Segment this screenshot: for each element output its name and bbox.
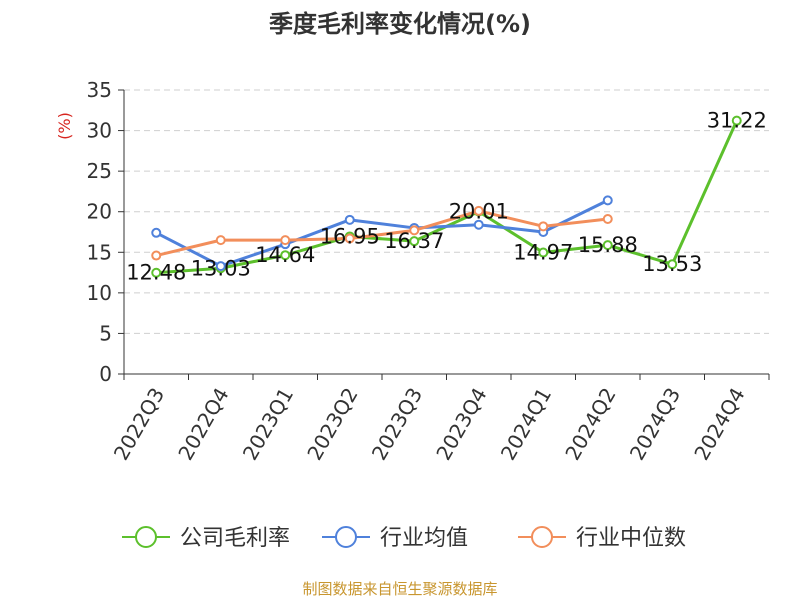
data-label: 16.37 <box>384 229 444 253</box>
data-point[interactable] <box>473 205 484 216</box>
y-tick-label: 25 <box>87 159 112 183</box>
legend-marker <box>335 526 357 548</box>
data-point[interactable] <box>602 195 613 206</box>
data-point[interactable] <box>409 236 420 247</box>
x-tick-label: 2023Q4 <box>431 384 491 465</box>
y-tick-label: 5 <box>99 321 112 345</box>
legend-marker <box>135 526 157 548</box>
data-point[interactable] <box>602 214 613 225</box>
legend-label: 行业中位数 <box>576 526 686 551</box>
y-tick-label: 35 <box>87 78 112 102</box>
data-point[interactable] <box>215 235 226 246</box>
data-point[interactable] <box>538 247 549 258</box>
source-note: 制图数据来自恒生聚源数据库 <box>302 580 498 598</box>
data-point[interactable] <box>344 214 355 225</box>
data-label: 20.01 <box>449 200 509 224</box>
x-tick-label: 2022Q3 <box>109 384 169 465</box>
legend-item-2[interactable]: 行业中位数 <box>518 526 686 551</box>
y-tick-label: 10 <box>87 281 112 305</box>
x-tick-label: 2023Q2 <box>302 384 362 465</box>
x-tick-label: 2024Q4 <box>689 384 749 465</box>
data-label: 31.22 <box>707 109 767 133</box>
data-point[interactable] <box>151 227 162 238</box>
data-point[interactable] <box>280 235 291 246</box>
data-label: 13.03 <box>191 256 251 280</box>
data-point[interactable] <box>731 115 742 126</box>
data-point[interactable] <box>151 250 162 261</box>
data-label: 12.48 <box>126 261 186 285</box>
legend[interactable]: 公司毛利率 行业均值 行业中位数 <box>122 526 686 551</box>
data-label: 14.97 <box>513 241 573 265</box>
series-line-2 <box>155 209 608 257</box>
x-tick-label: 2024Q1 <box>496 384 556 465</box>
series-line-1 <box>155 199 609 268</box>
data-label: 15.88 <box>578 233 638 257</box>
x-tick-label: 2024Q2 <box>560 384 620 465</box>
x-tick-label: 2022Q4 <box>173 384 233 465</box>
data-point[interactable] <box>215 261 226 272</box>
x-tick-label: 2023Q1 <box>238 384 298 465</box>
data-label: 16.95 <box>320 224 380 248</box>
data-point[interactable] <box>538 221 549 232</box>
data-label: 13.53 <box>642 252 702 276</box>
data-point[interactable] <box>602 240 613 251</box>
legend-marker <box>531 526 553 548</box>
legend-label: 行业均值 <box>380 526 468 551</box>
y-tick-label: 0 <box>99 362 112 386</box>
data-point[interactable] <box>280 250 291 261</box>
y-tick-label: 30 <box>87 119 112 143</box>
x-tick-label: 2024Q3 <box>625 384 685 465</box>
legend-item-0[interactable]: 公司毛利率 <box>122 526 290 551</box>
grid-lines <box>124 89 769 334</box>
data-point[interactable] <box>151 267 162 278</box>
x-tick-label: 2023Q3 <box>367 384 427 465</box>
chart-title: 季度毛利率变化情况(%) <box>269 10 531 38</box>
series-lines <box>151 115 742 278</box>
data-point[interactable] <box>344 233 355 244</box>
y-tick-label: 20 <box>87 200 112 224</box>
legend-label: 公司毛利率 <box>180 526 290 551</box>
data-point[interactable] <box>473 219 484 230</box>
data-point[interactable] <box>409 225 420 236</box>
legend-item-1[interactable]: 行业均值 <box>322 526 468 551</box>
data-label: 14.64 <box>255 243 315 267</box>
y-tick-label: 15 <box>87 240 112 264</box>
y-axis-unit: (%) <box>55 112 74 140</box>
data-point[interactable] <box>667 259 678 270</box>
series-line-0 <box>156 120 739 275</box>
